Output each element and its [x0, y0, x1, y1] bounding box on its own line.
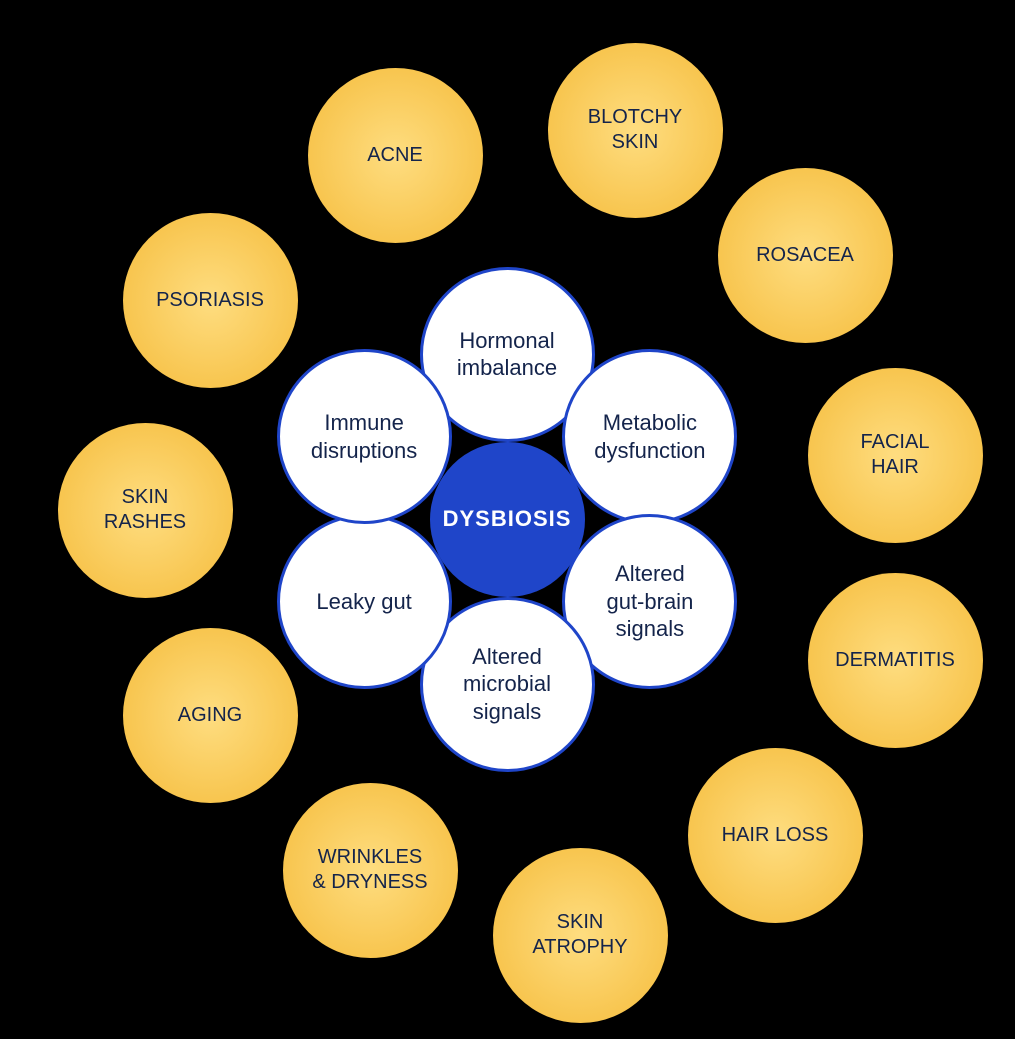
outer-node-4: HAIR LOSS: [688, 748, 863, 923]
outer-label: HAIR LOSS: [712, 823, 839, 848]
outer-node-2: FACIAL HAIR: [808, 368, 983, 543]
inner-node-5: Immune disruptions: [277, 349, 452, 524]
outer-label: WRINKLES & DRYNESS: [302, 845, 437, 895]
inner-label: Hormonal imbalance: [447, 327, 567, 382]
outer-label: FACIAL HAIR: [851, 430, 940, 480]
inner-node-1: Metabolic dysfunction: [562, 349, 737, 524]
inner-node-4: Leaky gut: [277, 514, 452, 689]
outer-label: SKIN ATROPHY: [522, 910, 637, 960]
outer-node-0: BLOTCHY SKIN: [548, 43, 723, 218]
inner-label: Metabolic dysfunction: [584, 409, 715, 464]
outer-node-3: DERMATITIS: [808, 573, 983, 748]
outer-label: ACNE: [357, 143, 433, 168]
outer-node-6: WRINKLES & DRYNESS: [283, 783, 458, 958]
diagram-stage: DYSBIOSIS Hormonal imbalance Metabolic d…: [0, 0, 1015, 1039]
inner-label: Leaky gut: [306, 588, 421, 616]
outer-node-9: PSORIASIS: [123, 213, 298, 388]
center-node: DYSBIOSIS: [430, 442, 585, 597]
inner-label: Altered gut-brain signals: [596, 560, 703, 643]
outer-node-10: ACNE: [308, 68, 483, 243]
outer-node-7: AGING: [123, 628, 298, 803]
outer-node-8: SKIN RASHES: [58, 423, 233, 598]
center-label: DYSBIOSIS: [433, 505, 582, 533]
outer-label: AGING: [168, 703, 252, 728]
inner-label: Immune disruptions: [301, 409, 427, 464]
outer-label: DERMATITIS: [825, 648, 965, 673]
outer-label: SKIN RASHES: [94, 485, 196, 535]
inner-label: Altered microbial signals: [453, 643, 561, 726]
outer-label: ROSACEA: [746, 243, 864, 268]
outer-label: PSORIASIS: [146, 288, 274, 313]
outer-node-5: SKIN ATROPHY: [493, 848, 668, 1023]
outer-node-1: ROSACEA: [718, 168, 893, 343]
outer-label: BLOTCHY SKIN: [578, 105, 692, 155]
